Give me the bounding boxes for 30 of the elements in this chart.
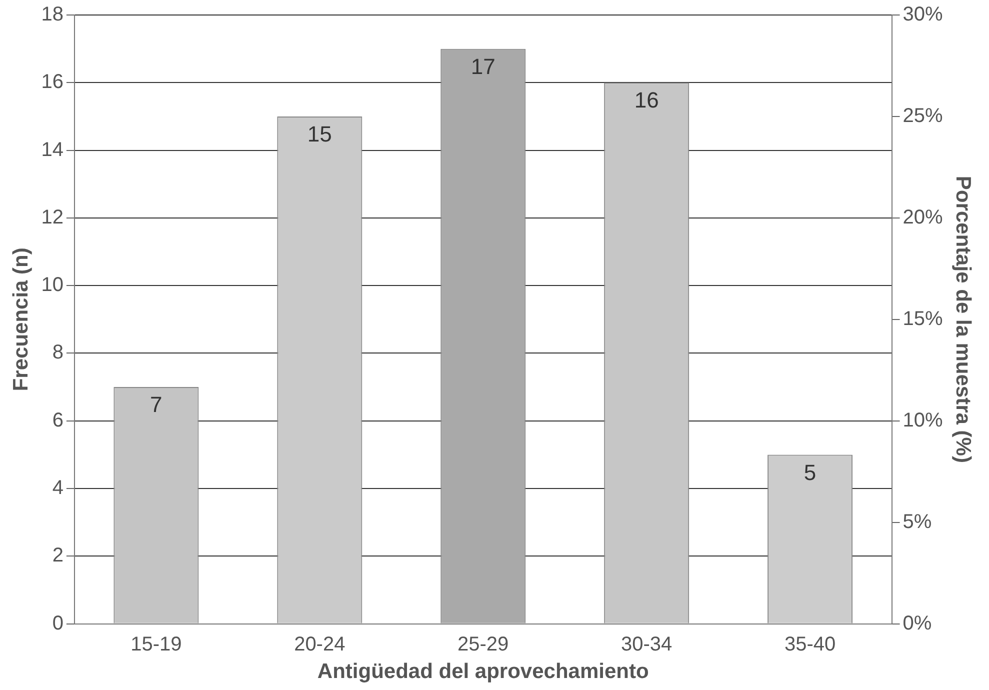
y-axis-title: Frecuencia (n) — [9, 248, 32, 392]
y-tick-label: 2 — [52, 544, 64, 567]
y2-tick-label: 15% — [902, 308, 944, 330]
y2-tick-label: 20% — [902, 206, 944, 228]
y-tick-label: 4 — [52, 477, 64, 500]
y2-axis-title: Porcentaje de la muestra (%) — [952, 176, 975, 463]
data-label: 5 — [804, 460, 816, 485]
data-label: 15 — [307, 122, 332, 147]
x-axis-title: Antigüedad del aprovechamiento — [317, 660, 649, 684]
data-label: 7 — [150, 392, 162, 418]
x-tick-label: 15-19 — [130, 633, 182, 656]
x-tick-label: 25-29 — [458, 633, 509, 656]
y-tick-label: 10 — [41, 274, 64, 296]
data-label: 16 — [634, 88, 659, 113]
y-tick-label: 18 — [41, 4, 64, 26]
y-tick-label: 0 — [52, 612, 64, 634]
y-tick-label: 16 — [41, 71, 64, 94]
y2-tick-label: 0% — [902, 612, 932, 634]
x-tick-label: 30-34 — [620, 633, 672, 656]
y2-tick-label: 5% — [902, 510, 932, 533]
x-tick-label: 35-40 — [784, 633, 836, 656]
x-tick-label: 20-24 — [294, 633, 346, 656]
y-tick-label: 6 — [52, 409, 64, 432]
y-tick-label: 12 — [41, 206, 64, 228]
y-tick-label: 14 — [41, 138, 64, 161]
y-tick-label: 8 — [52, 342, 64, 364]
data-label: 17 — [470, 54, 496, 79]
y2-tick-label: 10% — [902, 409, 944, 432]
y2-tick-label: 25% — [902, 104, 944, 127]
y2-tick-label: 30% — [902, 4, 944, 26]
